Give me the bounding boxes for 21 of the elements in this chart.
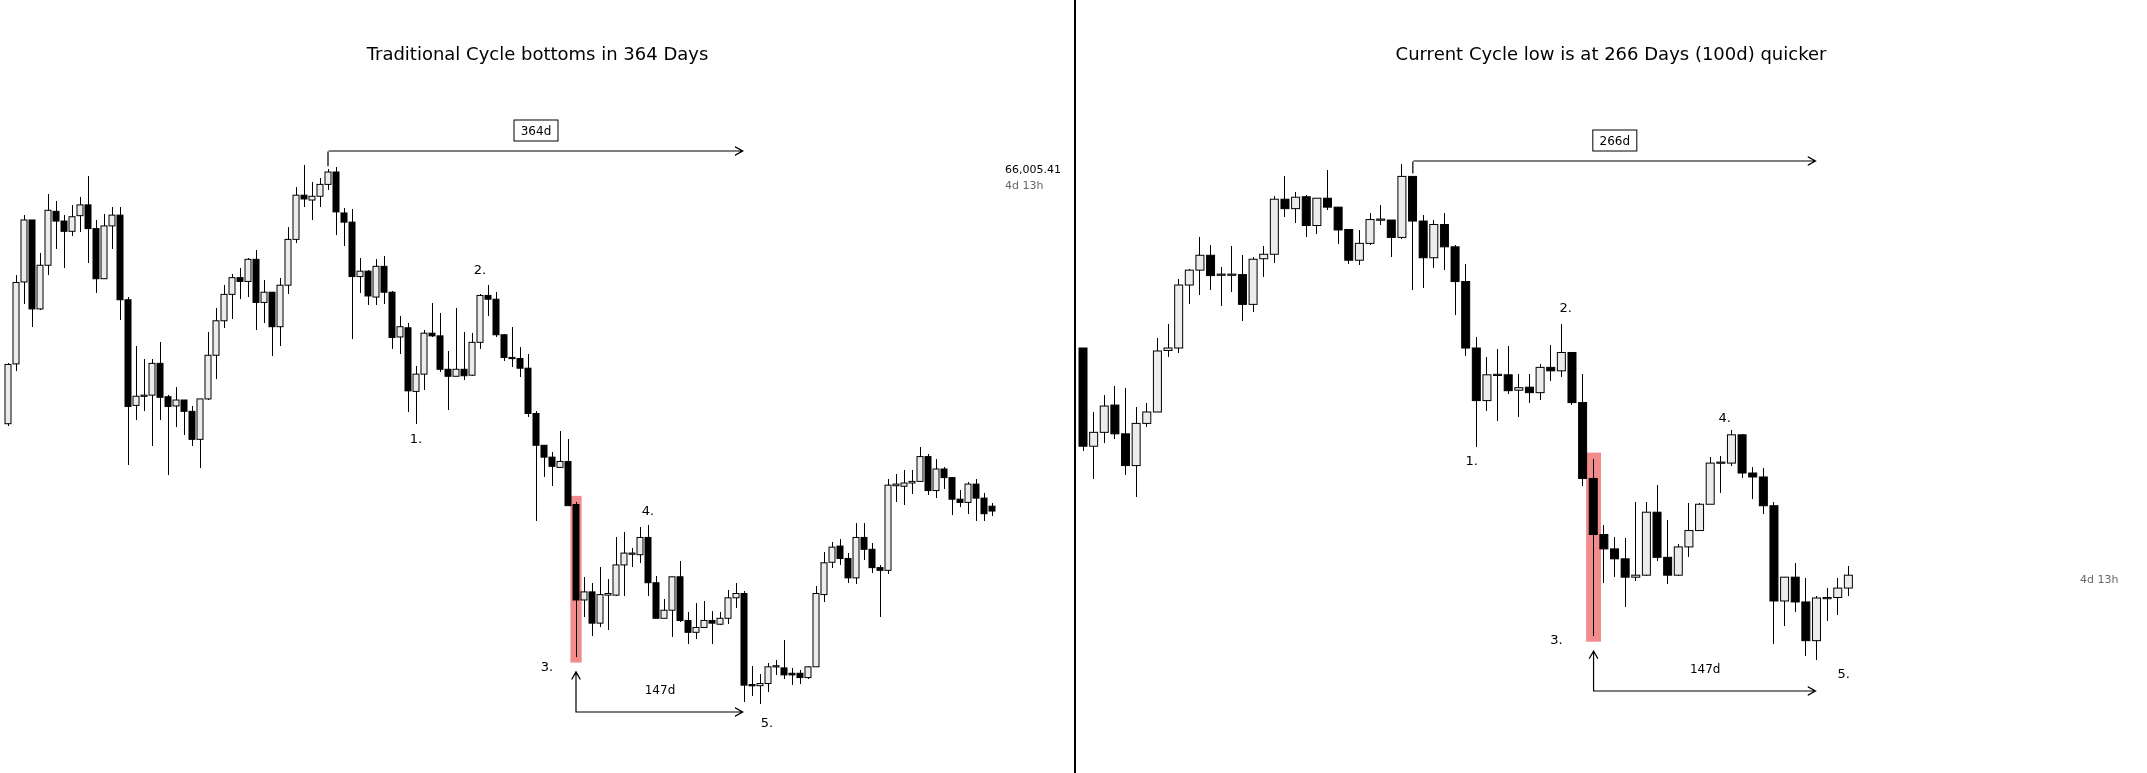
text: 147d xyxy=(1689,661,1721,676)
annotation: 1. xyxy=(409,431,423,447)
annotation: 2. xyxy=(473,261,487,277)
annotation: 4. xyxy=(641,503,655,519)
text: 5. xyxy=(1837,665,1850,681)
text: 364d xyxy=(520,123,552,138)
annotation: 4. xyxy=(1718,410,1731,426)
candlestick xyxy=(1843,565,1853,597)
chart-title: Current Cycle low is at 266 Days (100d) quicker xyxy=(1395,43,1828,64)
text: 66,005.41 xyxy=(1005,163,1061,176)
annotation: 2. xyxy=(1559,300,1572,316)
text: 4d 13h xyxy=(1005,179,1044,192)
annotation: 3. xyxy=(540,659,554,675)
annotation: 3. xyxy=(1550,632,1563,648)
text: 4d 13h xyxy=(2080,573,2119,586)
annotation: 147d xyxy=(644,682,676,697)
chart-title: Traditional Cycle bottoms in 364 Days xyxy=(365,43,709,64)
candlestick xyxy=(1259,245,1269,278)
annotation: 1. xyxy=(1465,452,1478,468)
text: 5. xyxy=(760,714,774,730)
text: 266d xyxy=(1599,133,1631,148)
